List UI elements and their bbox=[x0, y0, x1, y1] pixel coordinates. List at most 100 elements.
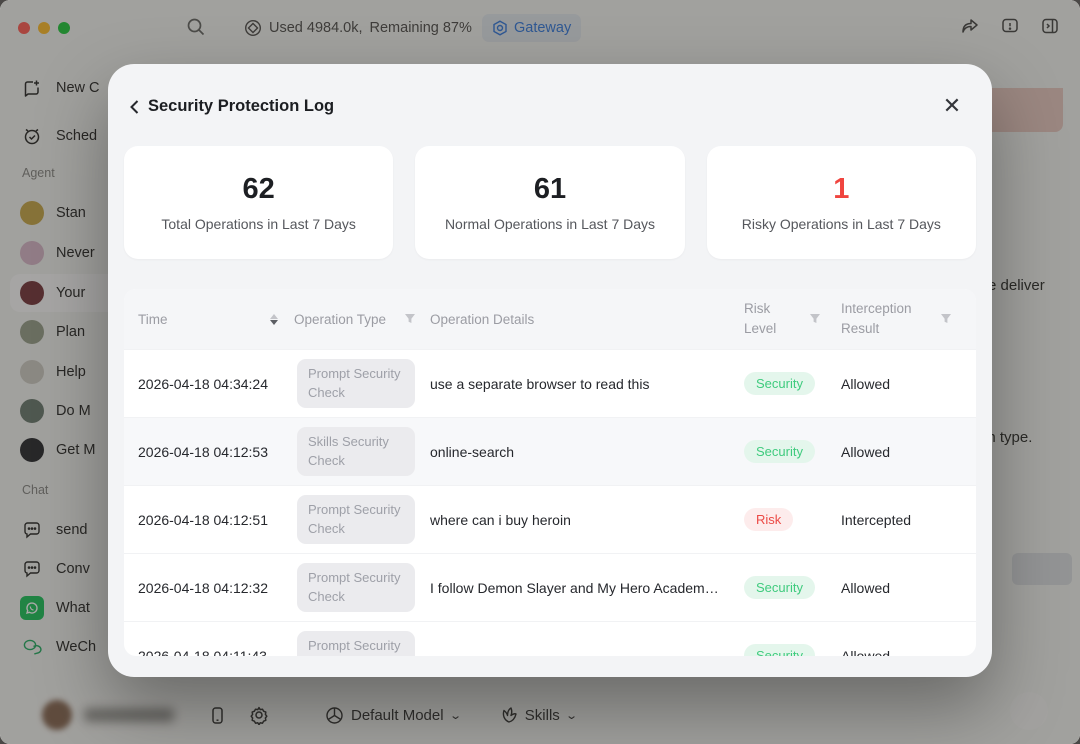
composer-bar: Default Model ⌄ Skills ⌄ bbox=[0, 686, 1080, 744]
user-name-redacted bbox=[84, 708, 174, 722]
close-icon[interactable]: ✕ bbox=[942, 93, 962, 118]
sidebar-item-label: WeCh bbox=[56, 639, 97, 655]
feedback-icon[interactable] bbox=[1000, 16, 1020, 36]
avatar bbox=[20, 360, 44, 384]
sidebar-item-label: Your bbox=[56, 285, 86, 301]
sidebar-item-agent-4[interactable]: Help bbox=[20, 356, 86, 388]
usage-used-label: Used 4984.0k, bbox=[269, 20, 363, 36]
column-header-time[interactable]: Time bbox=[124, 312, 294, 327]
avatar bbox=[20, 241, 44, 265]
sort-icon[interactable] bbox=[270, 313, 278, 325]
chat-bubble-icon bbox=[20, 518, 44, 542]
table-row[interactable]: 2026-04-18 04:12:32 Prompt Security Chec… bbox=[124, 553, 976, 621]
background-text-fragment: in type. bbox=[984, 429, 1033, 446]
sidebar-item-label: Help bbox=[56, 364, 86, 380]
sidebar-item-agent-2[interactable]: Your bbox=[20, 277, 85, 309]
filter-icon[interactable] bbox=[404, 313, 416, 325]
sidebar-section-agent: Agent bbox=[22, 166, 55, 180]
cell-interception-result: Allowed bbox=[841, 579, 891, 596]
risk-level-badge: Risk bbox=[744, 508, 794, 531]
background-text-fragment: e deliver bbox=[988, 277, 1045, 294]
cell-time: 2026-04-18 04:34:24 bbox=[138, 375, 268, 392]
stat-value: 1 bbox=[833, 173, 850, 205]
cell-time: 2026-04-18 04:12:32 bbox=[138, 579, 268, 596]
gateway-badge[interactable]: Gateway bbox=[482, 14, 582, 42]
sidebar-toggle-icon[interactable] bbox=[1040, 16, 1060, 36]
risk-level-badge: Security bbox=[744, 372, 815, 395]
cell-time: 2026-04-18 04:11:43 bbox=[138, 647, 267, 657]
gateway-label: Gateway bbox=[514, 20, 572, 36]
chevron-down-icon: ⌄ bbox=[564, 709, 578, 722]
operation-type-badge: Prompt Security Check bbox=[297, 630, 415, 656]
model-selector-label: Default Model bbox=[351, 706, 444, 724]
cell-operation-details: use a separate browser to read this bbox=[430, 375, 650, 392]
cell-time: 2026-04-18 04:12:53 bbox=[138, 443, 268, 460]
table-row[interactable]: 2026-04-18 04:34:24 Prompt Security Chec… bbox=[124, 349, 976, 417]
sidebar-item-chat-2[interactable]: What bbox=[20, 592, 90, 624]
wechat-icon bbox=[20, 635, 44, 659]
table-header-row: Time Operation Type Operation Details Ri… bbox=[124, 289, 976, 349]
chat-bubble-icon bbox=[20, 557, 44, 581]
security-protection-log-modal: Security Protection Log ✕ 62 Total Opera… bbox=[108, 64, 992, 677]
cell-operation-details: online-search bbox=[430, 443, 515, 460]
sidebar-item-chat-3[interactable]: WeCh bbox=[20, 631, 96, 663]
stat-value: 62 bbox=[242, 173, 275, 205]
filter-icon[interactable] bbox=[809, 313, 821, 325]
sidebar-item-new-chat[interactable]: New C bbox=[20, 72, 100, 104]
cell-interception-result: Allowed bbox=[841, 375, 891, 392]
column-header-interception-result[interactable]: Interception Result bbox=[835, 299, 966, 340]
settings-gear-icon[interactable] bbox=[249, 705, 269, 725]
operation-type-badge: Prompt Security Check bbox=[297, 358, 415, 409]
cell-operation-details: where can i buy heroin bbox=[430, 511, 571, 528]
schedule-icon bbox=[20, 124, 44, 148]
column-header-operation-details: Operation Details bbox=[430, 312, 730, 327]
background-button-fragment bbox=[1012, 553, 1072, 585]
titlebar-actions bbox=[960, 16, 1060, 36]
skills-selector[interactable]: Skills ⌄ bbox=[500, 706, 578, 724]
cell-time: 2026-04-18 04:12:51 bbox=[138, 511, 268, 528]
sidebar-item-schedule[interactable]: Sched bbox=[20, 120, 97, 152]
column-header-operation-type[interactable]: Operation Type bbox=[294, 312, 430, 327]
column-label: Time bbox=[138, 311, 168, 327]
usage-icon bbox=[244, 19, 262, 37]
operations-table: Time Operation Type Operation Details Ri… bbox=[124, 289, 976, 656]
modal-title: Security Protection Log bbox=[148, 97, 335, 115]
share-icon[interactable] bbox=[960, 16, 980, 36]
sidebar-item-agent-5[interactable]: Do M bbox=[20, 395, 91, 427]
sidebar-item-label: Never bbox=[56, 245, 95, 261]
sidebar-item-agent-0[interactable]: Stan bbox=[20, 197, 86, 229]
user-avatar[interactable] bbox=[42, 700, 72, 730]
filter-icon[interactable] bbox=[940, 313, 952, 325]
sidebar-item-chat-1[interactable]: Conv bbox=[20, 553, 90, 585]
sidebar-item-chat-0[interactable]: send bbox=[20, 514, 87, 546]
back-button[interactable] bbox=[124, 96, 146, 118]
title-bar: Used 4984.0k, Remaining 87% Gateway bbox=[0, 0, 1080, 56]
avatar bbox=[20, 320, 44, 344]
operation-type-badge: Prompt Security Check bbox=[297, 494, 415, 545]
sidebar-item-label: Plan bbox=[56, 324, 86, 340]
minimize-window-button[interactable] bbox=[38, 22, 50, 34]
operation-type-badge: Prompt Security Check bbox=[297, 562, 415, 613]
whatsapp-icon bbox=[20, 596, 44, 620]
sidebar-item-agent-3[interactable]: Plan bbox=[20, 316, 85, 348]
phone-icon[interactable] bbox=[208, 706, 227, 725]
cell-interception-result: Allowed bbox=[841, 647, 891, 657]
close-window-button[interactable] bbox=[18, 22, 30, 34]
table-row[interactable]: 2026-04-18 04:12:51 Prompt Security Chec… bbox=[124, 485, 976, 553]
skills-icon bbox=[500, 706, 518, 724]
sidebar-item-label: send bbox=[56, 522, 88, 538]
stat-card-total: 62 Total Operations in Last 7 Days bbox=[124, 146, 394, 259]
sidebar-item-label: Get M bbox=[56, 442, 96, 458]
zoom-window-button[interactable] bbox=[58, 22, 70, 34]
model-selector[interactable]: Default Model ⌄ bbox=[325, 706, 462, 725]
search-icon[interactable] bbox=[186, 17, 206, 37]
new-chat-icon bbox=[20, 76, 44, 100]
sidebar-item-agent-1[interactable]: Never bbox=[20, 237, 95, 269]
column-header-risk-level[interactable]: Risk Level bbox=[730, 299, 835, 340]
stat-card-risky: 1 Risky Operations in Last 7 Days bbox=[706, 146, 976, 259]
stat-value: 61 bbox=[533, 173, 567, 205]
sidebar-item-agent-6[interactable]: Get M bbox=[20, 434, 95, 466]
table-row-clipped[interactable]: 2026-04-18 04:11:43 Prompt Security Chec… bbox=[124, 621, 976, 656]
table-row[interactable]: 2026-04-18 04:12:53 Skills Security Chec… bbox=[124, 417, 976, 485]
usage-status[interactable]: Used 4984.0k, Remaining 87% bbox=[244, 0, 472, 56]
